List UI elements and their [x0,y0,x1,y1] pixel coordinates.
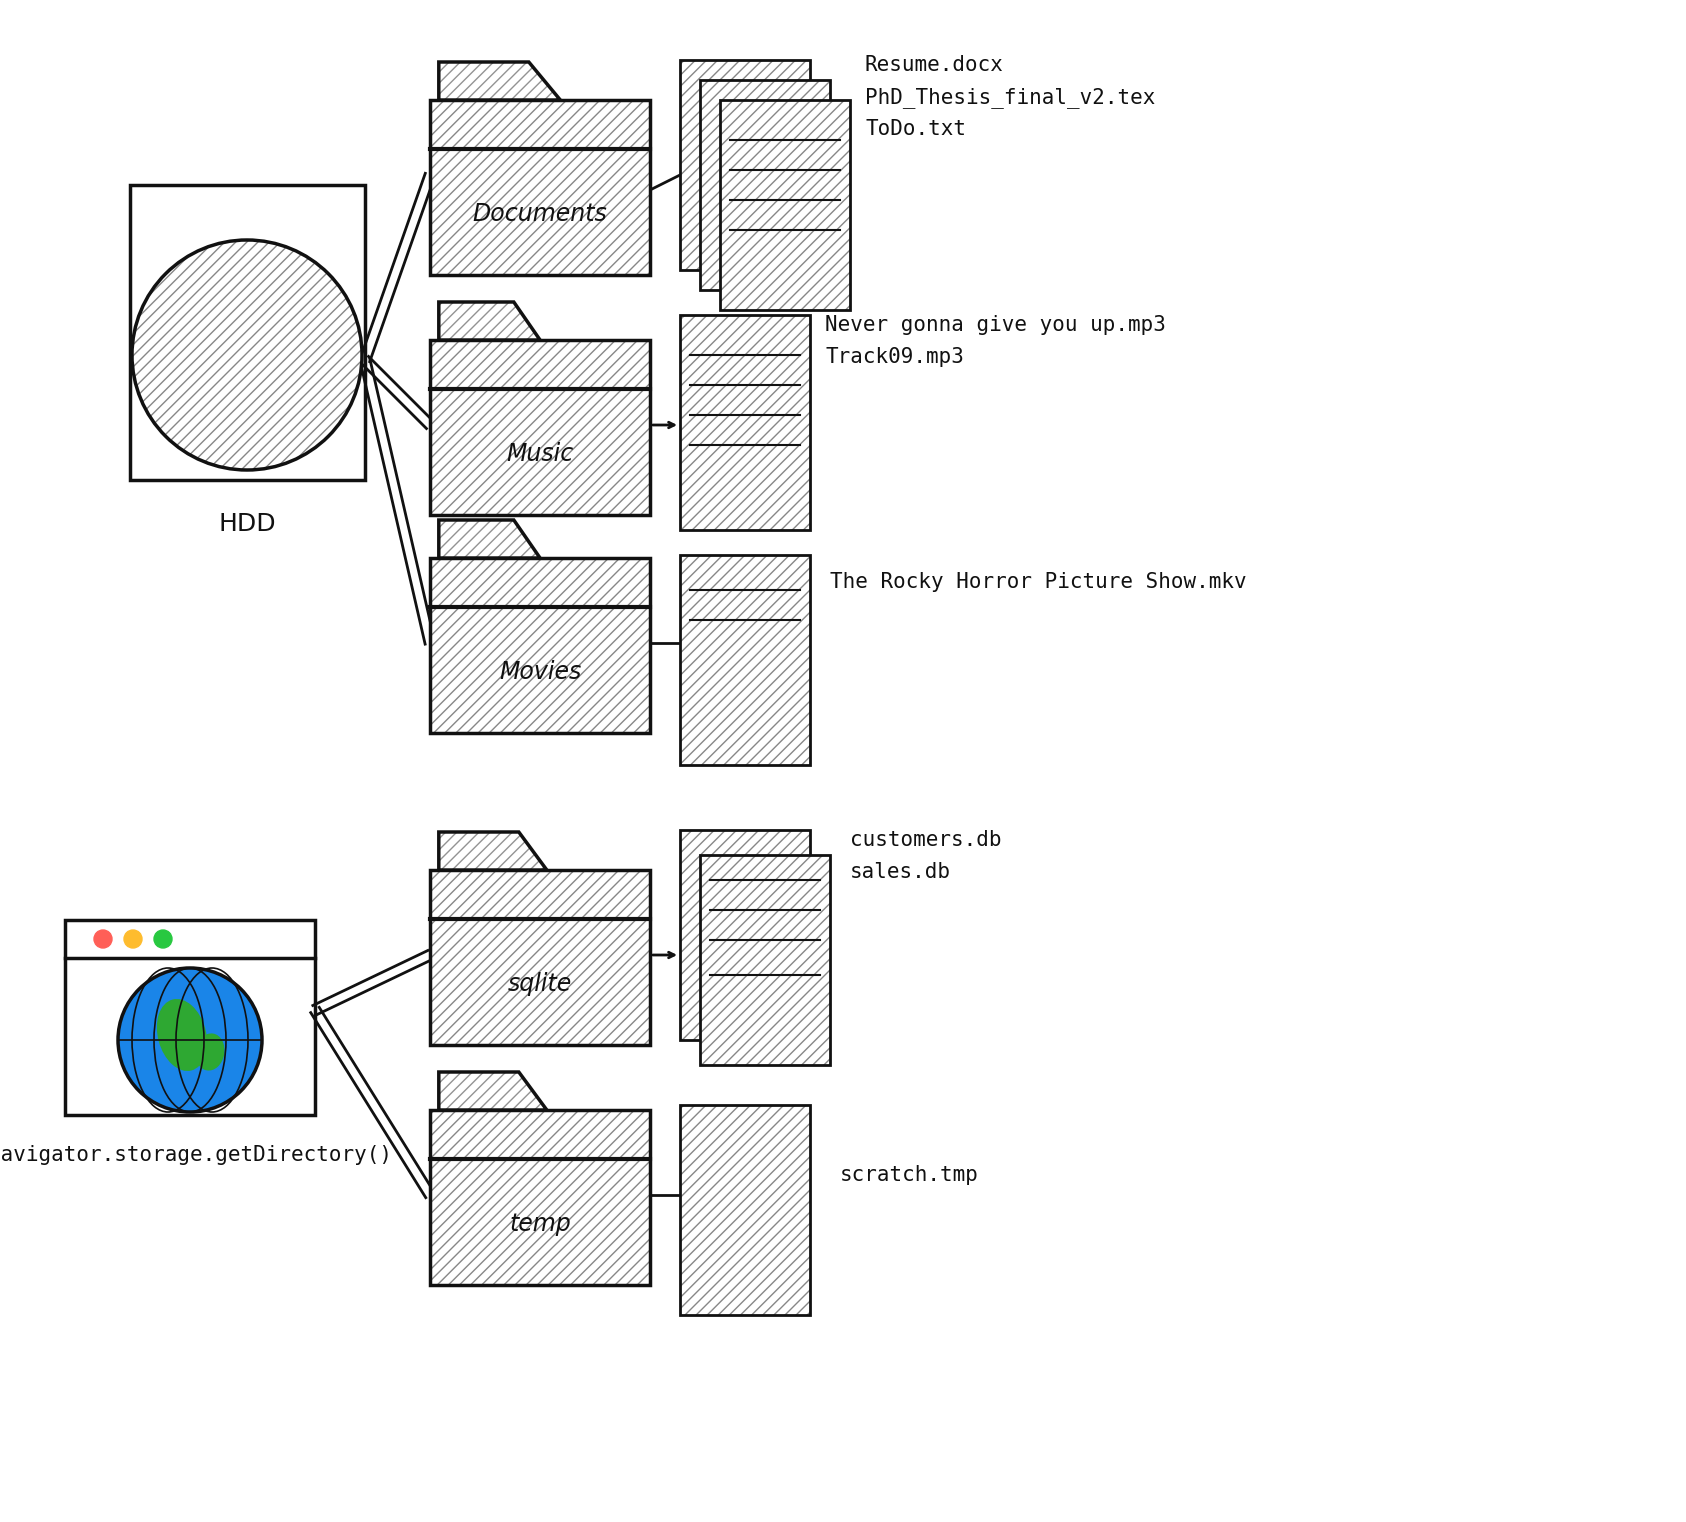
Bar [430,559,651,734]
Text: Music: Music [506,441,573,466]
Bar [679,59,809,269]
Text: Documents: Documents [472,202,607,225]
Text: customers.db: customers.db [850,829,1001,849]
Polygon shape [438,521,540,559]
Bar [679,315,809,530]
Bar [679,1105,809,1315]
Ellipse shape [157,1000,206,1070]
Circle shape [118,968,261,1113]
Polygon shape [438,833,546,871]
Text: Resume.docx: Resume.docx [865,55,1003,75]
Bar [700,81,830,291]
Bar [700,855,830,1065]
Polygon shape [438,301,540,339]
Text: sqlite: sqlite [507,971,572,995]
Text: sales.db: sales.db [850,861,951,883]
Text: Movies: Movies [499,659,582,683]
Text: HDD: HDD [219,511,277,536]
Bar [679,556,809,766]
Bar [679,829,809,1040]
Bar [430,100,651,275]
Ellipse shape [196,1033,224,1070]
Bar [430,339,651,514]
Circle shape [94,930,111,948]
Bar [430,559,651,734]
Bar [66,919,315,1116]
Circle shape [125,930,142,948]
Bar [130,186,364,479]
Text: navigator.storage.getDirectory(): navigator.storage.getDirectory() [0,1145,393,1164]
Text: PhD_Thesis_final_v2.tex: PhD_Thesis_final_v2.tex [865,87,1155,108]
Polygon shape [438,62,560,100]
Bar [720,100,850,310]
Bar [430,100,651,275]
Bar [679,556,809,766]
Bar [679,1105,809,1315]
Text: The Rocky Horror Picture Show.mkv: The Rocky Horror Picture Show.mkv [830,572,1246,592]
Text: temp: temp [509,1212,572,1236]
Bar [430,871,651,1046]
Polygon shape [438,1071,546,1110]
Text: Never gonna give you up.mp3: Never gonna give you up.mp3 [824,315,1167,335]
Bar [700,855,830,1065]
Text: ToDo.txt: ToDo.txt [865,119,966,139]
Bar [430,339,651,514]
Bar [430,871,651,1046]
Bar [700,81,830,291]
Circle shape [153,930,172,948]
Bar [679,315,809,530]
Bar [679,829,809,1040]
Text: scratch.tmp: scratch.tmp [840,1164,980,1186]
Bar [679,59,809,269]
Bar [430,1110,651,1285]
Bar [720,100,850,310]
Text: Track09.mp3: Track09.mp3 [824,347,964,367]
Bar [430,1110,651,1285]
Circle shape [132,240,362,470]
